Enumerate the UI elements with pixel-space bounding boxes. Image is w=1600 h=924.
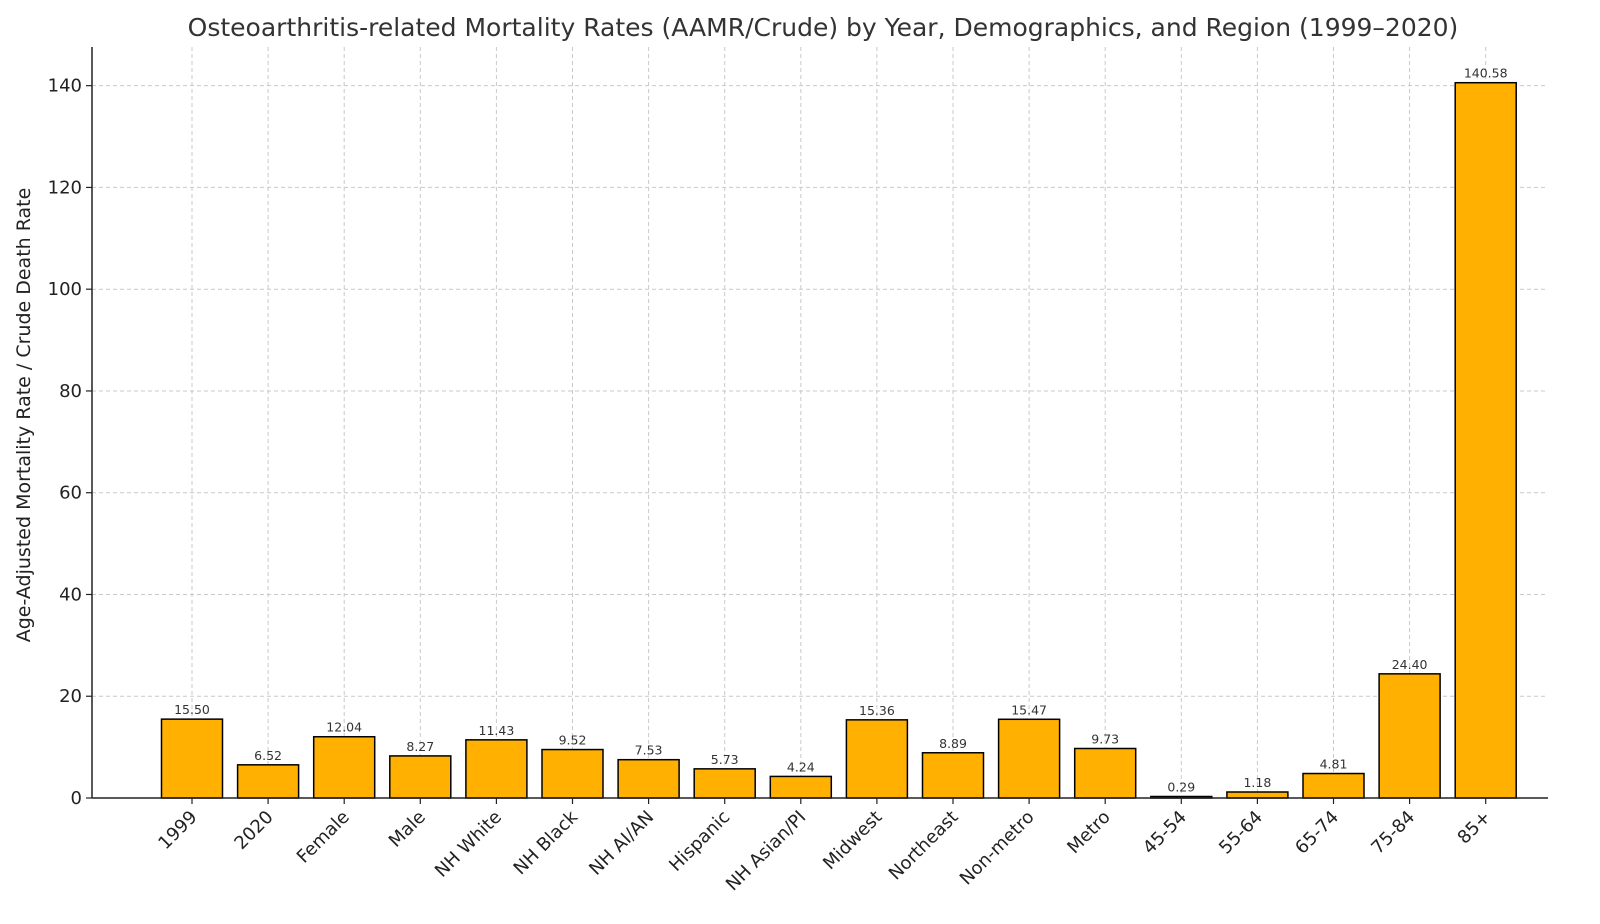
data-label: 140.58 — [1464, 66, 1508, 81]
x-tick-label: Non-metro — [956, 807, 1039, 890]
y-axis-label: Age-Adjusted Mortality Rate / Crude Deat… — [13, 188, 35, 643]
bar-nh-white — [465, 739, 528, 799]
x-tick-label: 65-74 — [1291, 807, 1343, 859]
x-tick-label: 2020 — [230, 807, 277, 854]
x-tick-label: Midwest — [819, 807, 886, 874]
x-tick-label: Male — [385, 807, 430, 852]
data-label: 1.18 — [1243, 775, 1271, 790]
bar-1999 — [160, 718, 224, 799]
bar-nh-ai-an — [617, 758, 680, 799]
bar-female — [312, 735, 376, 799]
data-label: 5.73 — [711, 752, 739, 767]
bar-nh-black — [541, 748, 604, 799]
x-tick-label: NH Black — [510, 806, 583, 879]
x-tick-label: Female — [293, 807, 354, 868]
data-label: 24.40 — [1392, 657, 1428, 672]
bar-nh-asian-pi — [769, 775, 833, 799]
bar-male — [389, 755, 452, 799]
x-tick-label: NH Asian/PI — [722, 807, 810, 895]
bar-65-74 — [1302, 772, 1365, 799]
bar-midwest — [845, 719, 909, 799]
y-tick-label: 120 — [48, 177, 82, 198]
y-tick-label: 20 — [59, 686, 82, 707]
bar-hispanic — [693, 768, 756, 799]
data-label: 15.50 — [174, 702, 210, 717]
data-label: 8.27 — [406, 739, 434, 754]
x-tick-label: Metro — [1063, 807, 1114, 858]
data-label: 15.36 — [859, 703, 895, 718]
x-tick-label: 1999 — [154, 807, 201, 854]
data-label: 4.24 — [787, 759, 815, 774]
axes — [86, 47, 1548, 804]
y-tick-label: 60 — [59, 483, 82, 504]
x-tick-label: Northeast — [885, 807, 963, 885]
y-tick-label: 0 — [71, 788, 82, 809]
gridlines — [92, 47, 1548, 799]
bar-75-84 — [1378, 673, 1441, 799]
data-label: 9.73 — [1091, 731, 1119, 746]
data-label: 12.04 — [326, 720, 362, 735]
x-tick-label: NH AI/AN — [585, 807, 658, 880]
data-label: 8.89 — [939, 736, 967, 751]
data-label: 7.53 — [635, 743, 663, 758]
bar-2020 — [236, 764, 300, 799]
bar-metro — [1073, 747, 1137, 799]
x-tick-label: 55-64 — [1215, 807, 1267, 859]
x-tick-labels: 1999 2020 Female Male NH White NH Black NH AI/… — [154, 806, 1495, 895]
data-labels: 15.50 6.52 12.04 8.27 11.43 9.52 7.53 5.73 4.24 1… — [174, 66, 1508, 795]
bar-55-64 — [1226, 791, 1289, 799]
data-label: 9.52 — [559, 733, 587, 748]
x-tick-label: 75-84 — [1367, 807, 1419, 859]
y-tick-labels: 0 20 40 60 80 100 120 140 — [48, 76, 82, 809]
y-tick-label: 40 — [59, 584, 82, 605]
data-label: 15.47 — [1011, 702, 1047, 717]
data-label: 6.52 — [254, 748, 282, 763]
x-tick-label: 85+ — [1454, 807, 1496, 849]
data-label: 11.43 — [479, 723, 515, 738]
x-tick-label: NH White — [431, 807, 506, 882]
x-tick-label: 45-54 — [1139, 807, 1191, 859]
chart-title: Osteoarthritis-related Mortality Rates (… — [188, 13, 1459, 42]
bar-northeast — [921, 752, 985, 799]
y-tick-label: 100 — [48, 279, 82, 300]
bar-non-metro — [997, 718, 1061, 799]
y-tick-label: 140 — [48, 76, 82, 97]
bar-85 — [1454, 81, 1517, 799]
bars — [160, 81, 1517, 799]
data-label: 0.29 — [1167, 780, 1195, 795]
x-tick-label: Hispanic — [665, 807, 734, 876]
y-tick-label: 80 — [59, 381, 82, 402]
data-label: 4.81 — [1320, 757, 1348, 772]
